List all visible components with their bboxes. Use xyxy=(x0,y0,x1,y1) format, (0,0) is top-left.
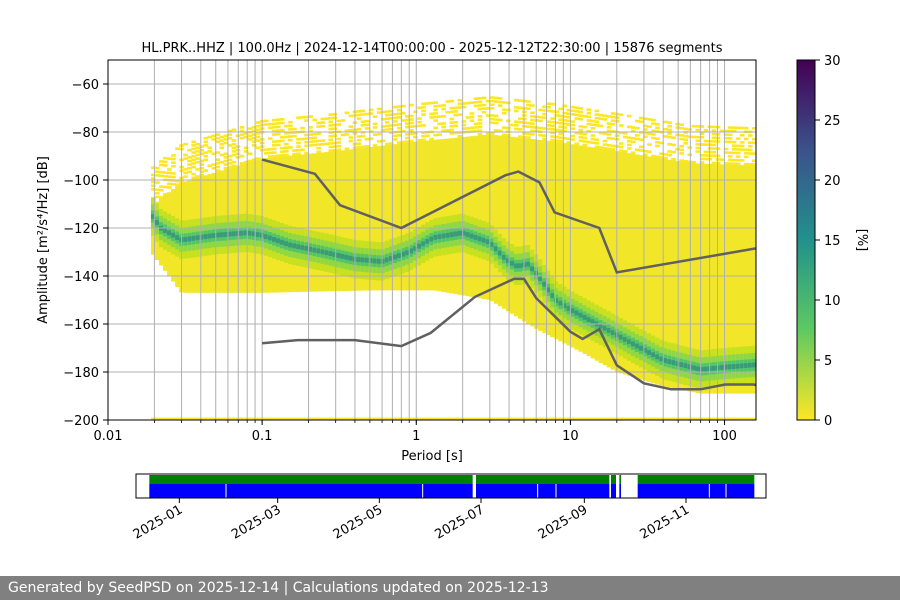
grid-lines xyxy=(108,60,756,420)
availability-frame xyxy=(135,473,767,499)
y-tick-label: −80 xyxy=(72,126,99,141)
y-axis: −60 −80 −100 −120 −140 −160 −180 −200 xyxy=(63,78,108,429)
colorbar-tick-label: 10 xyxy=(824,294,841,309)
x-tick-label: 10 xyxy=(562,429,579,444)
y-tick-label: −140 xyxy=(63,270,99,285)
availability-data-segment xyxy=(476,484,610,498)
y-tick-label: −120 xyxy=(63,222,99,237)
x-tick-label: 100 xyxy=(712,429,737,444)
y-tick-label: −160 xyxy=(63,318,99,333)
plot-frame xyxy=(107,59,757,421)
y-tick-label: −200 xyxy=(63,414,99,429)
date-tick-label: 2025-11 xyxy=(637,502,692,542)
y-tick-label: −100 xyxy=(63,174,99,189)
x-tick-label: 0.1 xyxy=(252,429,273,444)
availability-gap-marker xyxy=(149,475,473,484)
noise-model-curves xyxy=(261,158,756,391)
availability-date-axis: 2025-01 2025-03 2025-05 2025-07 2025-09 2025-… xyxy=(131,498,692,543)
availability-data-segment xyxy=(611,484,616,498)
colorbar-tick-label: 20 xyxy=(824,174,841,189)
colorbar: 0 5 10 15 20 25 30 [%] xyxy=(796,54,869,429)
colorbar-tick-label: 30 xyxy=(824,54,841,69)
y-tick-label: −60 xyxy=(72,78,99,93)
availability-gap-marker xyxy=(637,475,755,484)
footer: Generated by SeedPSD on 2025-12-14 | Cal… xyxy=(0,576,900,600)
date-tick-label: 2025-03 xyxy=(229,502,284,542)
psd-heatmap xyxy=(150,96,756,420)
colorbar-tick-label: 25 xyxy=(824,114,841,129)
colorbar-tick-label: 15 xyxy=(824,234,841,249)
colorbar-ticks: 0 5 10 15 20 25 30 xyxy=(815,54,841,429)
availability-gap-marker xyxy=(476,475,610,484)
y-axis-label: Amplitude [m²/s⁴/Hz] [dB] xyxy=(36,156,51,324)
x-tick-label: 1 xyxy=(412,429,420,444)
date-tick-label: 2025-07 xyxy=(432,502,487,542)
date-tick-label: 2025-01 xyxy=(131,502,186,542)
availability-data-segment xyxy=(637,484,755,498)
high-noise-model-line xyxy=(261,158,756,274)
availability-segments xyxy=(149,475,755,498)
x-axis: 0.01 0.1 1 10 100 xyxy=(94,420,737,444)
psd-plot-area xyxy=(108,60,756,420)
colorbar-gradient xyxy=(796,59,816,421)
colorbar-tick-label: 5 xyxy=(824,354,832,369)
date-tick-label: 2025-09 xyxy=(536,502,591,542)
availability-data-segment xyxy=(619,484,621,498)
date-tick-label: 2025-05 xyxy=(331,502,386,542)
x-axis-label: Period [s] xyxy=(401,449,463,464)
colorbar-tick-label: 0 xyxy=(824,414,832,429)
availability-gap-marker xyxy=(611,475,616,484)
y-tick-label: −180 xyxy=(63,366,99,381)
chart-title: HL.PRK..HHZ | 100.0Hz | 2024-12-14T00:00… xyxy=(141,41,722,56)
availability-data-segment xyxy=(149,484,473,498)
x-tick-label: 0.01 xyxy=(94,429,123,444)
availability-gap-marker xyxy=(619,475,621,484)
availability-bar: 2025-01 2025-03 2025-05 2025-07 2025-09 2025-… xyxy=(131,473,767,543)
low-noise-model-line xyxy=(261,277,756,391)
colorbar-label: [%] xyxy=(854,229,869,252)
